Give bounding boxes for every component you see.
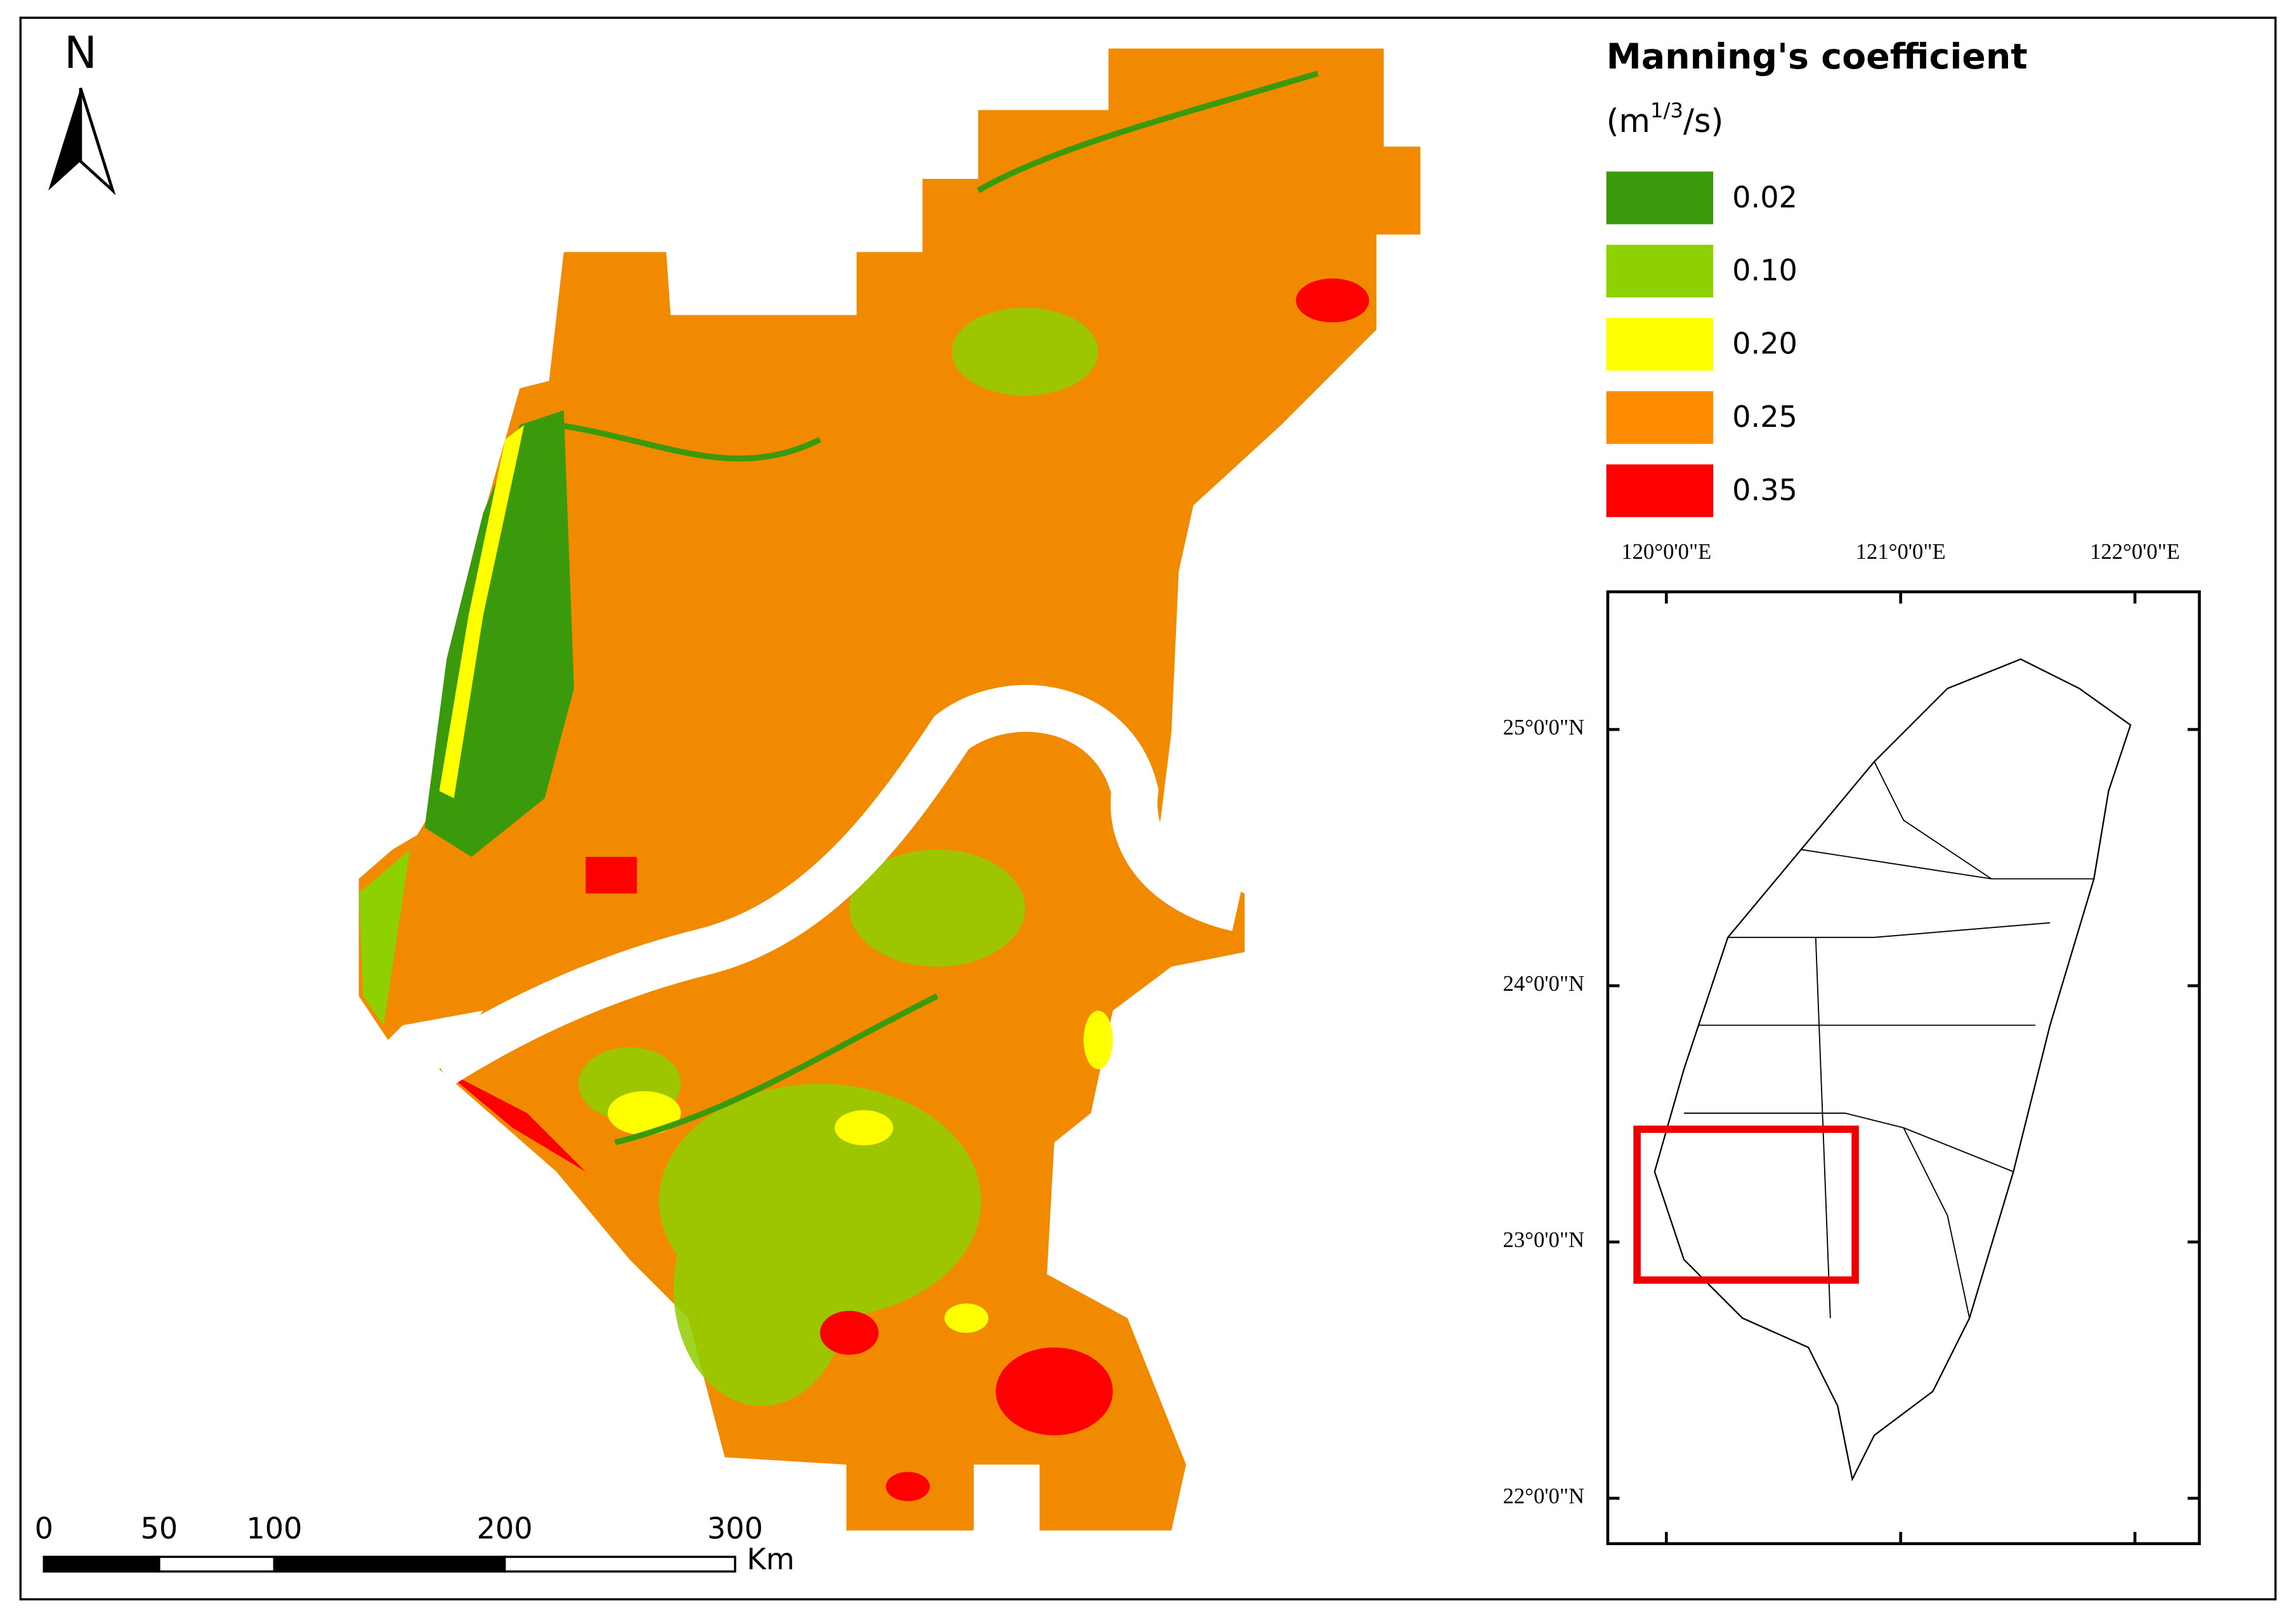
- latitude-label: 23°0'0"N: [1503, 1228, 1584, 1252]
- unit-superscript: 1/3: [1650, 98, 1683, 122]
- legend-label: 0.02: [1732, 180, 1797, 214]
- legend-swatch: [1606, 244, 1714, 297]
- north-arrow: N: [48, 28, 116, 195]
- north-label: N: [64, 28, 97, 79]
- legend-swatch: [1606, 318, 1714, 371]
- legend-swatch: [1606, 464, 1714, 518]
- study-area-map: [358, 48, 1421, 1531]
- scale-unit: Km: [747, 1542, 794, 1576]
- longitude-label: 120°0'0"E: [1621, 540, 1711, 564]
- scale-segment: [42, 1555, 160, 1573]
- latitude-label: 22°0'0"N: [1503, 1484, 1584, 1508]
- legend-label: 0.35: [1732, 473, 1797, 507]
- scale-segment: [503, 1555, 736, 1573]
- unit-suffix: /s): [1683, 102, 1723, 140]
- scale-label: 300: [707, 1511, 763, 1545]
- latitude-label: 25°0'0"N: [1503, 715, 1584, 740]
- legend-label: 0.10: [1732, 253, 1797, 287]
- legend-label: 0.20: [1732, 327, 1797, 361]
- legend-title: Manning's coefficient: [1607, 37, 2028, 77]
- latitude-label: 24°0'0"N: [1503, 972, 1584, 996]
- scale-segment: [158, 1555, 276, 1573]
- longitude-label: 122°0'0"E: [2090, 540, 2180, 564]
- legend-unit: (m1/3/s): [1607, 98, 1724, 140]
- legend-swatch: [1606, 171, 1714, 225]
- scale-label: 0: [35, 1511, 53, 1545]
- legend: 0.02 0.10 0.20 0.25 0.35: [1606, 171, 1797, 518]
- longitude-label: 121°0'0"E: [1856, 540, 1946, 564]
- unit-prefix: (m: [1607, 102, 1650, 140]
- legend-swatch: [1606, 391, 1714, 444]
- legend-label: 0.25: [1732, 400, 1797, 434]
- scale-label: 200: [477, 1511, 533, 1545]
- scale-segment: [273, 1555, 506, 1573]
- scale-label: 100: [246, 1511, 302, 1545]
- scale-label: 50: [141, 1511, 178, 1545]
- inset-map: 120°0'0"E 121°0'0"E 122°0'0"E 25°0'0"N 24°0'…: [1503, 540, 2201, 1545]
